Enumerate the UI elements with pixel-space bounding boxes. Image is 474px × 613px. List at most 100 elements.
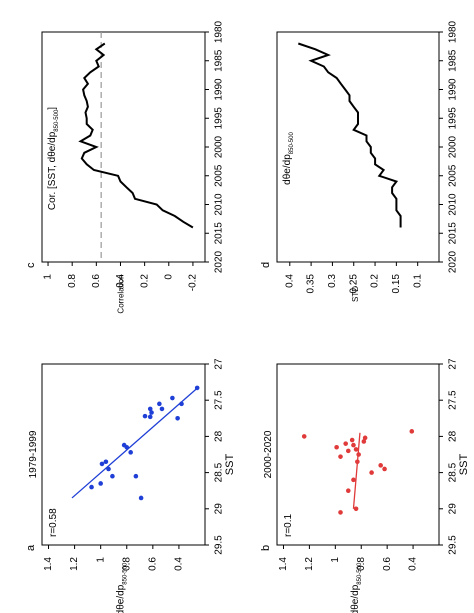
panel-annotation-main: Cor. [SST, dθe/dp — [47, 131, 58, 210]
x-tick-label: 2000 — [214, 135, 225, 158]
panel-letter: a — [25, 544, 37, 551]
x-tick-label: 28.5 — [448, 462, 459, 482]
x-tick-label: 1980 — [214, 20, 225, 43]
panel-letter: c — [25, 262, 37, 268]
y-tick-label: 0.2 — [139, 274, 150, 288]
x-tick-label: 2010 — [214, 193, 225, 216]
y-tick-label: 0.1 — [412, 274, 423, 288]
data-point — [353, 506, 359, 512]
x-tick-label: 1990 — [448, 78, 459, 101]
y-tick-label: 0.25 — [348, 274, 359, 294]
data-point — [99, 461, 105, 467]
data-point — [159, 406, 165, 412]
y-tick-label: 0.6 — [147, 557, 158, 571]
panel-d: 1980 1985 1990 1995 2000 2005 2010 2015 2020 0.1 0… — [260, 20, 459, 302]
y-tick-label: 1.2 — [304, 557, 315, 571]
panel-b: 27 27.5 28 28.5 29 29.5 0.4 0.6 0.8 1 1.2 1.4 b 2000-… — [260, 358, 470, 613]
x-tick-label: 1990 — [214, 78, 225, 101]
data-point — [351, 477, 356, 483]
x-tick-label: 2005 — [214, 164, 225, 187]
data-point — [378, 463, 383, 468]
data-point — [369, 470, 374, 475]
data-point — [98, 481, 103, 486]
panel-letter: b — [260, 545, 272, 551]
y-axis-label: dθe/dp850-500 — [350, 562, 363, 613]
data-point — [409, 429, 415, 434]
x-axis-label: SST — [224, 454, 236, 476]
x-tick-label: 2015 — [214, 222, 225, 245]
panel-letter: d — [260, 262, 272, 268]
y-tick-label: 0.8 — [67, 274, 78, 288]
y-tick-label: 1.4 — [278, 557, 289, 571]
data-point — [133, 473, 139, 479]
x-tick-label: 1995 — [448, 107, 459, 130]
panel-annotation-sub: 850-500 — [289, 132, 295, 155]
data-point — [345, 448, 351, 454]
y-tick-label: 0.4 — [408, 557, 419, 571]
y-axis-label-sub: 850-500 — [357, 562, 363, 585]
y-axis-label-main: dθe/dp — [116, 584, 127, 613]
x-tick-label: 1985 — [448, 49, 459, 72]
x-tick-label: 2010 — [448, 193, 459, 216]
x-tick-label: 2020 — [448, 250, 459, 273]
y-axis-label: Correlation — [117, 274, 126, 313]
panel-a: 27 27.5 28 28.5 29 29.5 0.4 0.6 0.8 1 1.2 1.4 a 1979-… — [25, 358, 236, 613]
y-tick-label: 0.8 — [356, 557, 367, 571]
x-tick-label: 1995 — [214, 107, 225, 130]
x-tick-label: 28 — [448, 430, 459, 442]
y-tick-label: 0.4 — [284, 274, 295, 288]
data-point — [194, 385, 200, 391]
y-axis-label: STD — [351, 286, 360, 302]
x-axis-label: SST — [458, 454, 470, 476]
data-point — [301, 434, 307, 439]
panel-subtitle: 1979-1999 — [28, 430, 39, 478]
data-point — [334, 444, 339, 450]
data-point — [128, 450, 133, 455]
data-point — [142, 413, 148, 419]
y-tick-label: 1 — [95, 557, 106, 563]
data-point — [147, 406, 153, 412]
panel-c: 1980 1985 1990 1995 2000 2005 2010 2015 2020 -0.2… — [25, 20, 225, 313]
x-tick-label: 27 — [448, 358, 459, 370]
x-tick-label: 29 — [214, 503, 225, 515]
y-tick-label: 1 — [330, 557, 341, 563]
y-tick-label: -0.2 — [188, 274, 199, 292]
plot-frame — [276, 31, 440, 263]
data-point — [89, 484, 94, 490]
data-point — [338, 510, 343, 515]
x-tick-label: 27.5 — [214, 390, 225, 410]
data-point — [175, 416, 180, 421]
data-point — [343, 441, 348, 446]
plot-frame — [276, 363, 440, 546]
x-tick-label: 27 — [214, 358, 225, 370]
data-point — [157, 401, 162, 407]
y-tick-label: 0.35 — [306, 274, 317, 294]
data-point — [147, 414, 153, 420]
data-point — [106, 466, 111, 472]
data-point — [362, 435, 368, 441]
y-tick-label: 1 — [43, 274, 54, 280]
panel-annotation: dθe/dp850-500 — [282, 132, 295, 185]
y-tick-label: 0.3 — [327, 274, 338, 288]
panel-annotation-main: dθe/dp — [282, 154, 293, 185]
regression-line — [71, 388, 197, 499]
y-axis-label-main: dθe/dp — [350, 584, 361, 613]
correlation-annotation: r=0.1 — [283, 513, 294, 537]
x-tick-label: 29.5 — [448, 535, 459, 555]
y-tick-label: 0.8 — [121, 557, 132, 571]
panel-annotation-end: ] — [47, 107, 58, 110]
data-point — [138, 495, 144, 501]
data-point — [149, 410, 154, 415]
data-point — [349, 437, 355, 443]
data-point — [353, 447, 359, 452]
panel-annotation-sub: 850-500 — [54, 109, 60, 132]
data-point — [170, 395, 175, 401]
panel-subtitle: 2000-2020 — [263, 430, 274, 478]
y-tick-label: 0.4 — [174, 557, 185, 571]
regression-line — [352, 432, 361, 509]
x-tick-label: 29 — [448, 503, 459, 515]
correlation-annotation: r=0.58 — [48, 508, 59, 537]
y-tick-label: 0.4 — [115, 274, 126, 288]
x-tick-label: 1980 — [448, 20, 459, 43]
